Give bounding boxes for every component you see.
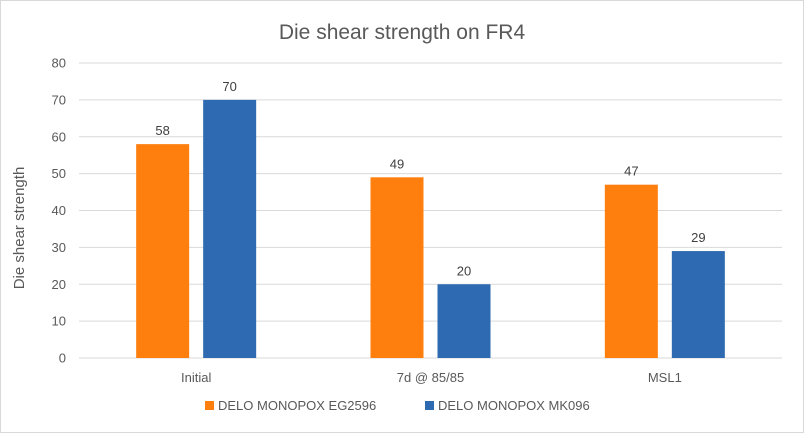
y-tick-label: 0 <box>59 351 66 366</box>
x-tick-label: 7d @ 85/85 <box>397 370 464 385</box>
x-axis-ticks: Initial 7d @ 85/85 MSL1 <box>181 370 682 385</box>
data-label: 58 <box>155 123 169 138</box>
bar <box>671 251 725 358</box>
data-label: 49 <box>390 156 404 171</box>
y-tick-label: 30 <box>52 240 66 255</box>
legend: DELO MONOPOX EG2596 DELO MONOPOX MK096 <box>205 398 590 413</box>
bars <box>136 99 725 358</box>
x-tick-label: MSL1 <box>648 370 682 385</box>
gridlines <box>79 62 782 359</box>
y-tick-label: 40 <box>52 203 66 218</box>
bar <box>370 177 424 358</box>
y-tick-label: 50 <box>52 166 66 181</box>
data-label: 70 <box>222 79 236 94</box>
legend-swatch <box>205 401 214 410</box>
x-tick-label: Initial <box>181 370 211 385</box>
bar <box>437 284 491 358</box>
data-label: 47 <box>624 164 638 179</box>
y-tick-label: 80 <box>52 56 66 71</box>
y-tick-label: 20 <box>52 277 66 292</box>
legend-label: DELO MONOPOX MK096 <box>438 398 590 413</box>
y-axis-label: Die shear strength <box>11 167 28 290</box>
data-label: 29 <box>691 230 705 245</box>
y-axis-ticks: 0 10 20 30 40 50 60 70 80 <box>52 56 66 366</box>
y-tick-label: 60 <box>52 129 66 144</box>
bar <box>136 144 190 358</box>
bar <box>604 184 658 358</box>
legend-swatch <box>425 401 434 410</box>
data-label: 20 <box>457 263 471 278</box>
data-labels: 58 70 49 20 47 29 <box>155 79 705 278</box>
y-tick-label: 10 <box>52 314 66 329</box>
chart-title: Die shear strength on FR4 <box>279 21 526 44</box>
y-tick-label: 70 <box>52 92 66 107</box>
legend-label: DELO MONOPOX EG2596 <box>218 398 376 413</box>
bar <box>203 99 257 358</box>
